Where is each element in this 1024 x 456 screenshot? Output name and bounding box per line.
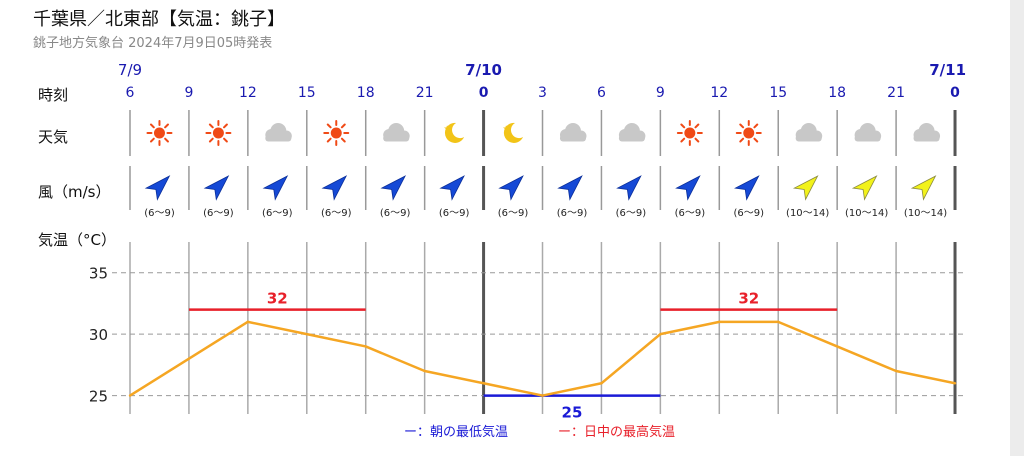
time-row-label: 時刻 — [38, 86, 69, 104]
wind-arrow-icon — [498, 175, 524, 201]
wind-arrow-icon — [851, 175, 878, 201]
max-temp-label: 32 — [267, 290, 288, 308]
cloud-icon — [854, 123, 882, 142]
wind-speed-label: (6〜9) — [498, 208, 529, 219]
hour-label: 6 — [597, 85, 606, 101]
sun-icon — [676, 120, 703, 146]
cloud-icon — [913, 123, 941, 142]
hour-label: 21 — [887, 85, 905, 101]
wind-speed-label: (6〜9) — [675, 208, 706, 219]
sun-icon — [323, 120, 350, 146]
temperature-point — [835, 345, 839, 348]
wind-speed-label: (10〜14) — [786, 208, 829, 219]
temperature-point — [894, 369, 898, 373]
wind-arrow-icon — [262, 175, 289, 201]
y-tick-label: 30 — [89, 326, 108, 344]
legend-min: ー：朝の最低気温 — [404, 424, 508, 440]
hour-label: 0 — [479, 85, 489, 101]
hour-label: 0 — [950, 85, 960, 101]
wind-speed-label: (6〜9) — [733, 208, 764, 219]
date-label: 7/10 — [465, 61, 502, 79]
temperature-point — [718, 320, 721, 324]
hour-label: 18 — [828, 85, 846, 101]
wind-arrow-icon — [734, 175, 760, 201]
wind-arrow-icon — [203, 175, 230, 201]
page-title: 千葉県／北東部【気温：銚子】 — [33, 9, 285, 30]
issued-text: 銚子地方気象台 2024年7月9日05時発表 — [33, 36, 273, 51]
temperature-point — [423, 369, 426, 373]
wind-arrow-icon — [380, 175, 407, 201]
wind-speed-label: (10〜14) — [845, 208, 888, 219]
wind-speed-label: (10〜14) — [904, 208, 947, 219]
temperature-point — [246, 320, 250, 324]
hour-label: 9 — [656, 85, 665, 101]
temperature-point — [600, 382, 603, 385]
hour-label: 12 — [710, 85, 728, 101]
wind-speed-label: (6〜9) — [144, 208, 175, 219]
svg-text:★: ★ — [502, 124, 509, 133]
temperature-point — [305, 332, 308, 336]
scrollbar[interactable] — [1010, 0, 1024, 456]
wind-speed-label: (6〜9) — [616, 208, 647, 219]
sun-icon — [735, 120, 762, 146]
hour-label: 15 — [769, 85, 787, 101]
temperature-point — [541, 394, 544, 397]
min-temp-label: 25 — [562, 404, 583, 422]
wind-speed-label: (6〜9) — [203, 208, 234, 219]
cloud-icon — [383, 123, 410, 142]
wind-row-label: 風（m/s） — [38, 183, 111, 201]
legend-max: ー：日中の最高気温 — [558, 424, 675, 440]
date-label: 7/11 — [929, 61, 966, 79]
cloud-icon — [795, 123, 823, 142]
hour-label: 9 — [184, 85, 193, 101]
temperature-point — [482, 382, 485, 385]
hour-label: 12 — [239, 85, 257, 101]
sun-icon — [146, 120, 173, 146]
weather-row-label: 天気 — [38, 128, 69, 146]
temperature-point — [953, 382, 957, 385]
cloud-icon — [618, 123, 646, 142]
temp-row-label: 気温（°C） — [38, 231, 116, 249]
hour-label: 6 — [126, 85, 135, 101]
temperature-point — [659, 332, 662, 336]
wind-speed-label: (6〜9) — [439, 208, 470, 219]
wind-speed-label: (6〜9) — [262, 208, 293, 219]
moon-icon: ★ — [502, 122, 524, 143]
hour-label: 15 — [298, 85, 316, 101]
y-tick-label: 25 — [89, 388, 108, 406]
temperature-point — [777, 320, 780, 324]
wind-arrow-icon — [144, 175, 171, 201]
date-label: 7/9 — [118, 61, 142, 79]
y-tick-label: 35 — [89, 265, 108, 283]
cloud-icon — [559, 123, 587, 142]
wind-arrow-icon — [910, 175, 937, 201]
temperature-point — [364, 345, 367, 348]
cloud-icon — [265, 123, 292, 142]
wind-arrow-icon — [439, 175, 465, 201]
wind-arrow-icon — [321, 175, 348, 201]
sun-icon — [205, 120, 232, 146]
temperature-point — [128, 394, 132, 397]
moon-icon: ★ — [444, 122, 465, 143]
hour-label: 3 — [538, 85, 547, 101]
wind-arrow-icon — [557, 175, 583, 201]
wind-speed-label: (6〜9) — [557, 208, 588, 219]
max-temp-label: 32 — [738, 290, 759, 308]
svg-text:★: ★ — [444, 124, 451, 133]
wind-speed-label: (6〜9) — [321, 208, 352, 219]
hour-label: 21 — [416, 85, 434, 101]
hour-label: 18 — [357, 85, 375, 101]
wind-arrow-icon — [616, 175, 642, 201]
temperature-point — [187, 357, 191, 360]
wind-arrow-icon — [675, 175, 701, 201]
wind-arrow-icon — [792, 175, 819, 201]
wind-speed-label: (6〜9) — [380, 208, 411, 219]
